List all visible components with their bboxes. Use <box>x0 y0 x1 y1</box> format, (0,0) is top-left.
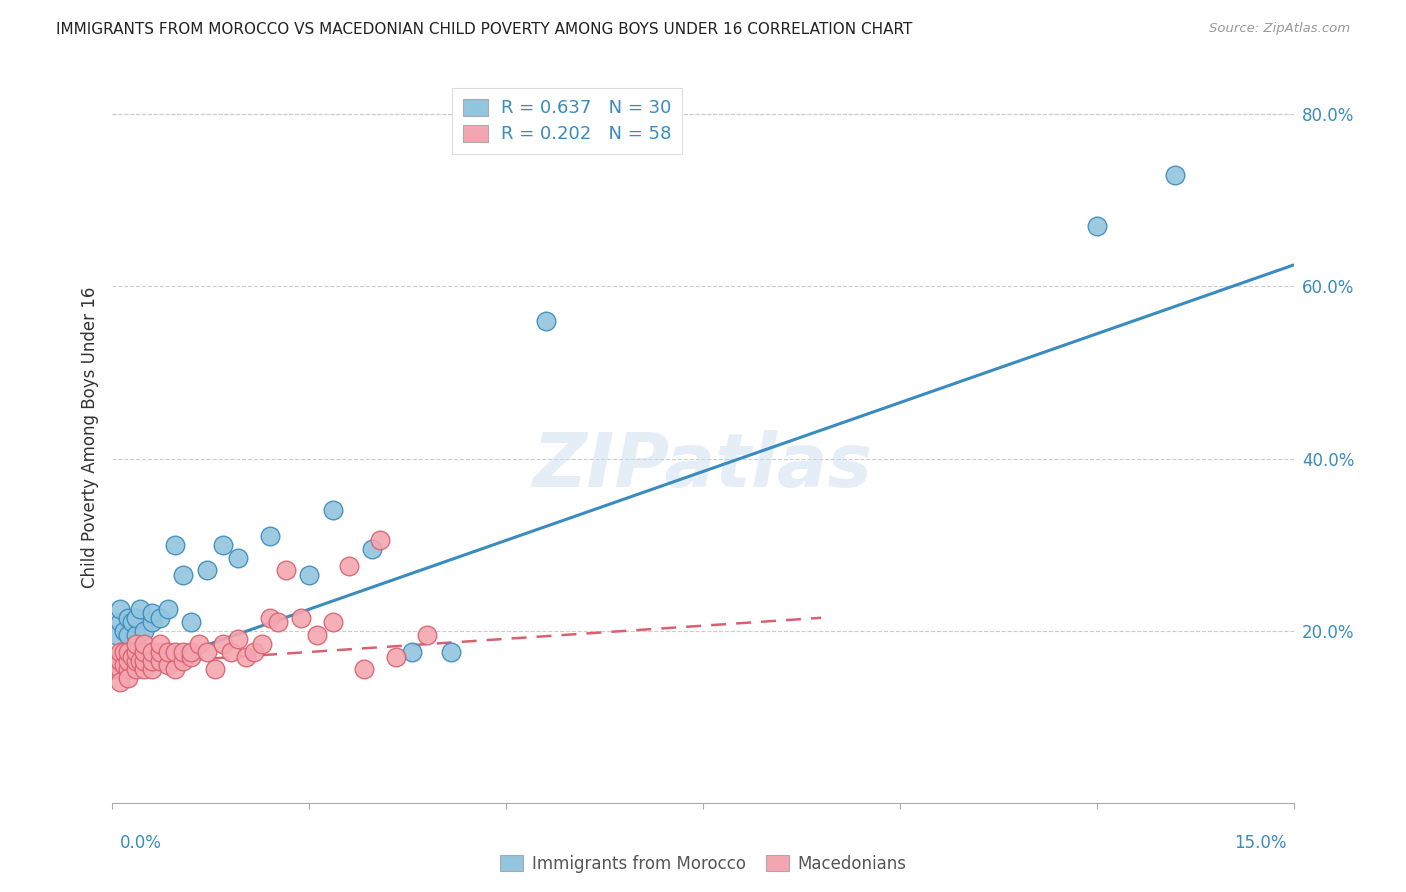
Point <box>132 654 155 668</box>
Point <box>156 645 179 659</box>
Point <box>112 624 135 638</box>
Point <box>125 662 148 676</box>
Point <box>195 564 218 578</box>
Point <box>105 649 128 664</box>
Point <box>141 654 163 668</box>
Point <box>110 602 132 616</box>
Point <box>267 615 290 629</box>
Point <box>110 675 132 690</box>
Point <box>1085 219 1108 234</box>
Point <box>129 654 152 668</box>
Point <box>141 662 163 676</box>
Point <box>141 615 163 629</box>
Point <box>235 649 257 664</box>
Point <box>149 654 172 668</box>
Point <box>125 637 148 651</box>
Text: Source: ZipAtlas.com: Source: ZipAtlas.com <box>1209 22 1350 36</box>
Point <box>132 662 155 676</box>
Point <box>125 628 148 642</box>
Point <box>141 645 163 659</box>
Point <box>121 649 143 664</box>
Point <box>117 654 139 668</box>
Point <box>172 654 194 668</box>
Point <box>361 541 384 556</box>
Point <box>110 645 132 659</box>
Point <box>104 654 127 668</box>
Point <box>211 538 233 552</box>
Text: 0.0%: 0.0% <box>120 834 162 852</box>
Point <box>180 615 202 629</box>
Point <box>165 662 187 676</box>
Point <box>250 637 273 651</box>
Point <box>307 628 329 642</box>
Point <box>180 645 202 659</box>
Y-axis label: Child Poverty Among Boys Under 16: Child Poverty Among Boys Under 16 <box>80 286 98 588</box>
Point <box>172 645 194 659</box>
Point <box>211 637 233 651</box>
Point <box>110 662 132 676</box>
Point <box>401 645 423 659</box>
Point <box>132 637 155 651</box>
Point <box>337 559 360 574</box>
Point <box>105 662 128 676</box>
Legend: Immigrants from Morocco, Macedonians: Immigrants from Morocco, Macedonians <box>494 848 912 880</box>
Point <box>440 645 463 659</box>
Point <box>353 662 375 676</box>
Point <box>204 662 226 676</box>
Point <box>110 615 132 629</box>
Point <box>110 654 132 668</box>
Point <box>298 567 321 582</box>
Point <box>274 564 297 578</box>
Point <box>228 550 250 565</box>
Point <box>141 607 163 621</box>
Point <box>180 649 202 664</box>
Text: 15.0%: 15.0% <box>1234 834 1286 852</box>
Point <box>219 645 242 659</box>
Text: IMMIGRANTS FROM MOROCCO VS MACEDONIAN CHILD POVERTY AMONG BOYS UNDER 16 CORRELAT: IMMIGRANTS FROM MOROCCO VS MACEDONIAN CH… <box>56 22 912 37</box>
Point <box>112 645 135 659</box>
Point <box>322 615 344 629</box>
Legend: R = 0.637   N = 30, R = 0.202   N = 58: R = 0.637 N = 30, R = 0.202 N = 58 <box>453 87 682 154</box>
Point <box>117 671 139 685</box>
Point <box>172 567 194 582</box>
Point <box>117 662 139 676</box>
Point <box>125 654 148 668</box>
Point <box>117 645 139 659</box>
Point <box>129 602 152 616</box>
Point <box>149 645 172 659</box>
Point <box>165 538 187 552</box>
Point <box>165 645 187 659</box>
Point <box>125 645 148 659</box>
Point <box>105 628 128 642</box>
Point <box>125 611 148 625</box>
Point <box>195 645 218 659</box>
Point <box>149 611 172 625</box>
Point <box>259 529 281 543</box>
Point <box>132 645 155 659</box>
Point <box>156 602 179 616</box>
Point <box>368 533 391 548</box>
Point <box>188 637 211 651</box>
Point <box>1164 168 1187 182</box>
Point <box>228 632 250 647</box>
Point <box>243 645 266 659</box>
Point <box>117 628 139 642</box>
Point <box>132 624 155 638</box>
Point <box>121 615 143 629</box>
Point <box>259 611 281 625</box>
Point <box>534 314 557 328</box>
Point <box>290 611 312 625</box>
Point <box>416 628 439 642</box>
Point <box>117 611 139 625</box>
Point <box>112 658 135 673</box>
Text: ZIPatlas: ZIPatlas <box>533 430 873 503</box>
Point <box>385 649 408 664</box>
Point <box>322 503 344 517</box>
Point <box>156 658 179 673</box>
Point <box>103 658 125 673</box>
Point <box>149 637 172 651</box>
